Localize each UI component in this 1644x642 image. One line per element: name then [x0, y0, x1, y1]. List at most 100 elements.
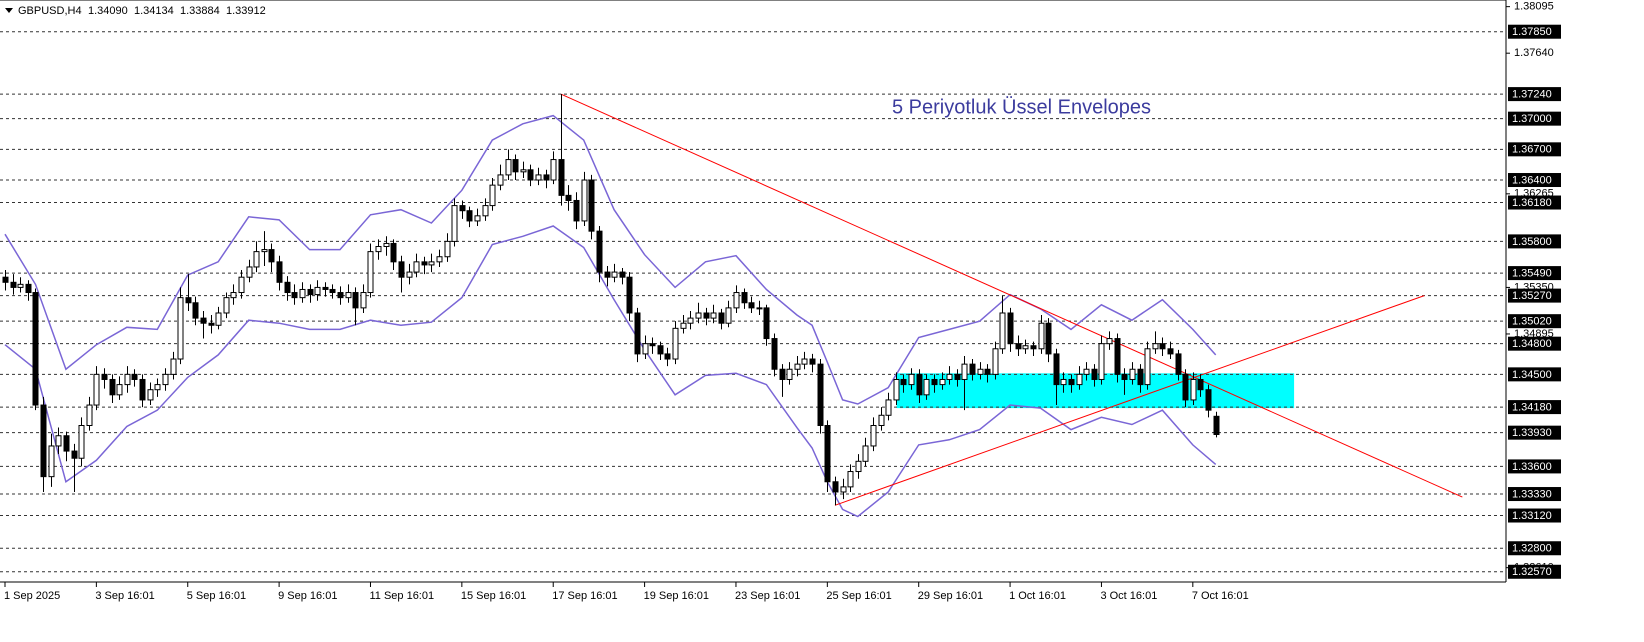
- level-label: 1.34180: [1512, 401, 1552, 413]
- candle-body: [101, 373, 108, 380]
- candle-body: [680, 322, 687, 329]
- candle-body: [291, 292, 298, 299]
- candle-body: [824, 425, 831, 483]
- candle-body: [154, 384, 161, 391]
- candle-body: [185, 297, 192, 304]
- level-label: 1.35020: [1512, 316, 1552, 328]
- candle-body: [710, 312, 717, 319]
- candle-body: [794, 363, 801, 370]
- candle-body: [109, 378, 116, 396]
- candle-body: [71, 450, 78, 459]
- level-label-box: [1508, 87, 1561, 102]
- candle-body: [147, 389, 154, 401]
- candle-body: [253, 251, 260, 268]
- candle-body: [1182, 373, 1189, 401]
- candle-body: [878, 414, 885, 427]
- candle-body: [779, 368, 786, 380]
- level-label: 1.37240: [1512, 89, 1552, 101]
- x-tick-label: 29 Sep 16:01: [918, 590, 983, 602]
- candle-body: [337, 292, 344, 299]
- candle-body: [32, 292, 39, 406]
- candle-body: [893, 378, 900, 401]
- candle-body: [421, 261, 428, 266]
- candle-body: [1137, 368, 1144, 386]
- candle-body: [801, 358, 808, 365]
- trendline: [834, 295, 1425, 506]
- candle-body: [261, 249, 268, 253]
- level-label-box: [1508, 266, 1561, 281]
- candle-body: [626, 276, 633, 314]
- level-label-box: [1508, 288, 1561, 303]
- candle-body: [573, 199, 580, 222]
- candle-body: [695, 312, 702, 319]
- candle-body: [459, 205, 466, 212]
- candle-body: [390, 242, 397, 263]
- level-label: 1.32570: [1512, 566, 1552, 578]
- candle-body: [436, 256, 443, 263]
- candle-body: [307, 288, 314, 296]
- candle-body: [314, 286, 321, 296]
- candle-body: [139, 378, 146, 401]
- candle-body: [939, 378, 946, 386]
- candle-body: [847, 471, 854, 488]
- candle-body: [497, 174, 504, 186]
- level-label: 1.33120: [1512, 510, 1552, 522]
- candle-body: [322, 286, 329, 290]
- candle-body: [474, 215, 481, 222]
- level-label-box: [1508, 111, 1561, 126]
- x-tick-label: 9 Sep 16:01: [278, 590, 337, 602]
- candle-body: [992, 348, 999, 375]
- level-label-box: [1508, 459, 1561, 474]
- x-tick-label: 1 Sep 2025: [4, 590, 60, 602]
- candle-body: [657, 345, 664, 355]
- level-label: 1.33600: [1512, 461, 1552, 473]
- candle-body: [954, 373, 961, 380]
- candle-body: [177, 297, 184, 360]
- candle-body: [428, 261, 435, 266]
- candle-body: [565, 194, 572, 201]
- candle-body: [604, 271, 611, 278]
- candle-body: [383, 242, 390, 248]
- candle-body: [1159, 343, 1166, 350]
- candle-body: [1022, 345, 1029, 350]
- candle-body: [10, 281, 17, 288]
- candle-body: [855, 460, 862, 473]
- candle-body: [634, 312, 641, 355]
- candle-body: [984, 368, 991, 375]
- level-label: 1.36400: [1512, 174, 1552, 186]
- candle-body: [1205, 389, 1212, 411]
- candle-body: [284, 281, 291, 294]
- candle-body: [1053, 353, 1060, 386]
- candle-body: [961, 363, 968, 380]
- symbol: GBPUSD,H4: [18, 5, 82, 17]
- candle-body: [360, 292, 367, 309]
- x-tick-label: 19 Sep 16:01: [644, 590, 709, 602]
- candle-body: [230, 292, 237, 299]
- candle-body: [223, 297, 230, 314]
- candle-body: [718, 312, 725, 324]
- x-tick-label: 7 Oct 16:01: [1192, 590, 1249, 602]
- candle-body: [885, 399, 892, 416]
- candle-body: [771, 338, 778, 370]
- candle-body: [642, 343, 649, 355]
- candle-body: [703, 312, 710, 319]
- candle-body: [40, 404, 47, 478]
- candle-body: [672, 327, 679, 360]
- candle-body: [870, 425, 877, 447]
- candle-body: [809, 358, 816, 365]
- candle-body: [733, 292, 740, 309]
- x-tick-label: 17 Sep 16:01: [552, 590, 617, 602]
- level-label-box: [1508, 564, 1561, 579]
- trendline: [560, 93, 1463, 498]
- candle-body: [413, 261, 420, 273]
- candle-body: [817, 363, 824, 427]
- candle-body: [1106, 338, 1113, 345]
- candle-body: [208, 322, 215, 326]
- candle-body: [916, 373, 923, 396]
- level-label-box: [1508, 173, 1561, 188]
- quote-close: 1.33912: [226, 5, 266, 17]
- y-tick-label: 1.37640: [1514, 47, 1554, 59]
- candle-body: [17, 283, 24, 288]
- candle-body: [55, 435, 62, 447]
